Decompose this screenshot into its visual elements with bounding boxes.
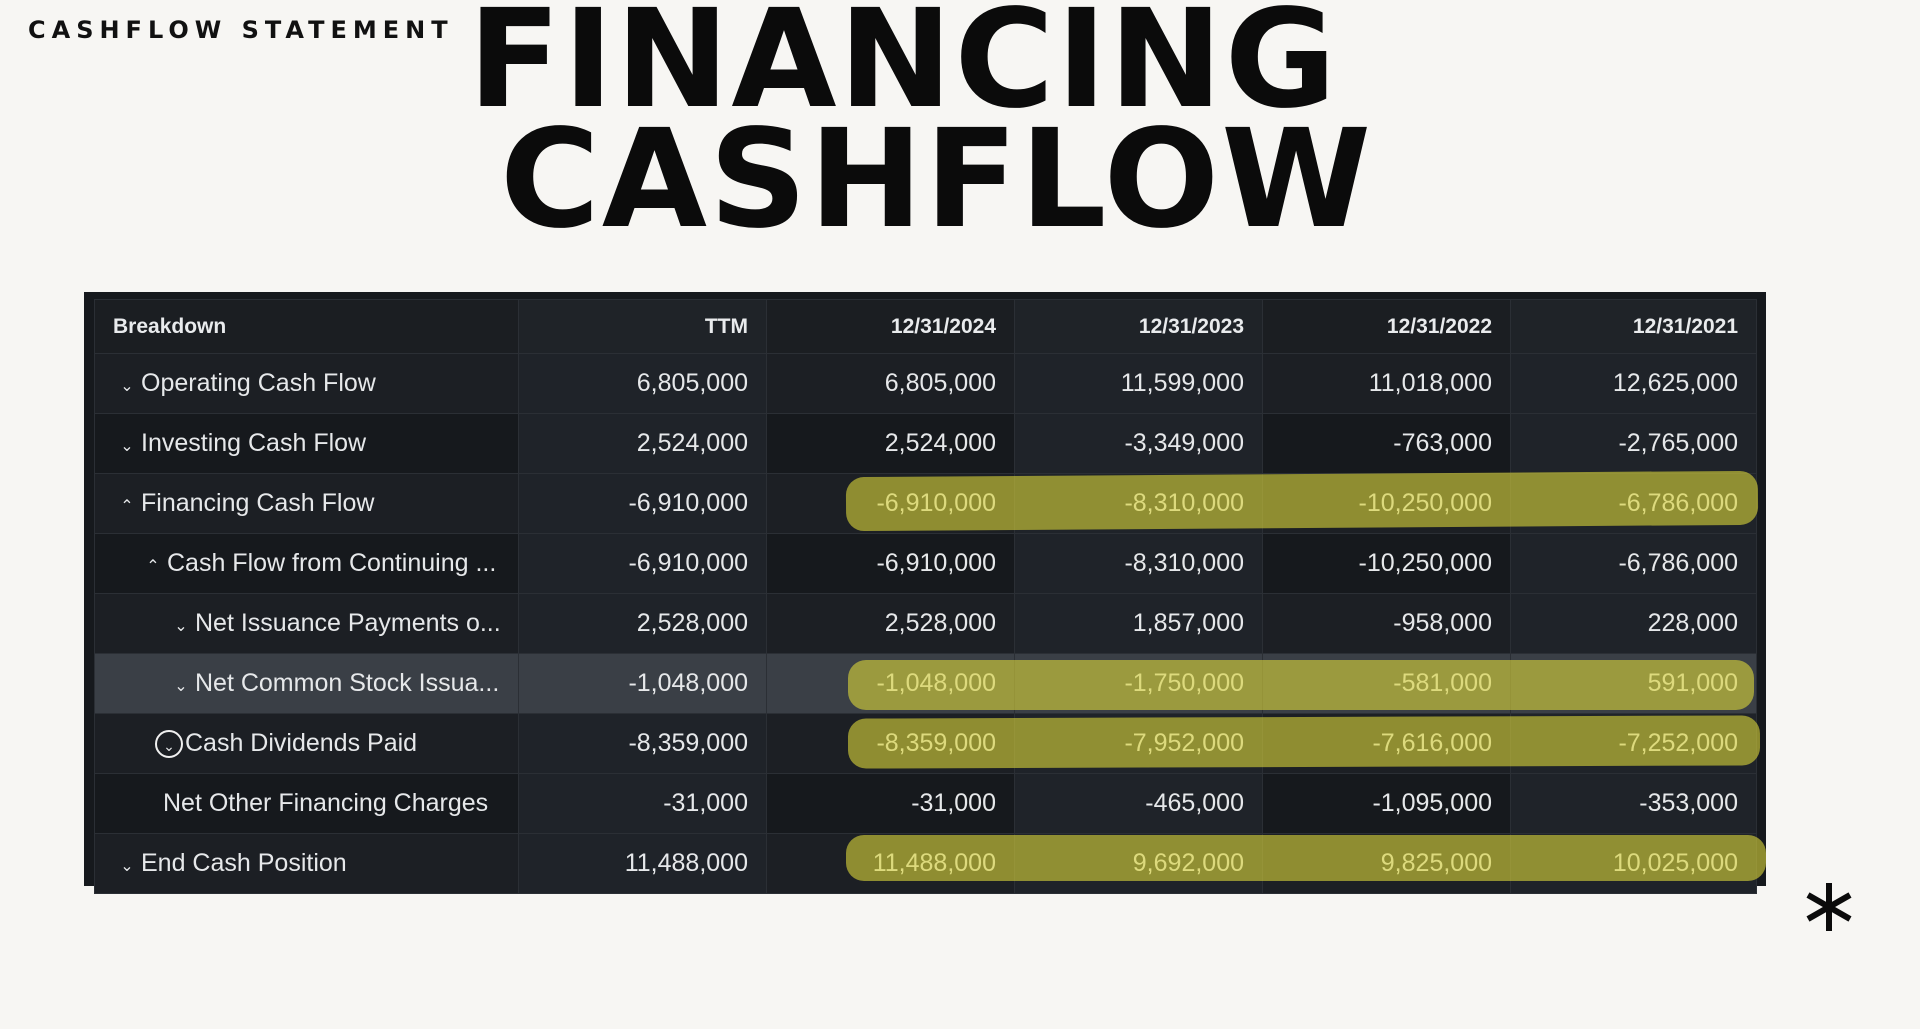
header-2022[interactable]: 12/31/2022 [1262,299,1511,354]
cell-value: -31,000 [766,773,1015,834]
cell-value: 228,000 [1510,593,1757,654]
cell-value: -8,310,000 [1014,473,1263,534]
table-header-row: Breakdown TTM 12/31/2024 12/31/2023 12/3… [94,299,1757,354]
cashflow-table: Breakdown TTM 12/31/2024 12/31/2023 12/3… [94,299,1757,894]
cell-value: 9,825,000 [1262,833,1511,894]
cell-value: 11,018,000 [1262,353,1511,414]
row-label: Net Common Stock Issua... [195,669,500,697]
cell-value: 591,000 [1510,653,1757,714]
header-2021[interactable]: 12/31/2021 [1510,299,1757,354]
cell-value: -10,250,000 [1262,533,1511,594]
cell-value: -1,095,000 [1262,773,1511,834]
cell-value: 9,692,000 [1014,833,1263,894]
row-label: Net Other Financing Charges [163,789,489,817]
cell-value: -6,910,000 [766,473,1015,534]
cell-value: -1,048,000 [518,653,767,714]
cell-value: 2,524,000 [518,413,767,474]
cell-value: 10,025,000 [1510,833,1757,894]
chevron-down-icon[interactable]: ⌄ [120,858,134,875]
row-label: Investing Cash Flow [141,429,367,457]
row-label: Cash Dividends Paid [185,728,418,757]
cell-value: -7,616,000 [1262,713,1511,774]
cell-value: -353,000 [1510,773,1757,834]
chevron-down-icon[interactable]: ⌄ [174,678,188,695]
cell-value: -6,910,000 [518,533,767,594]
cell-value: -581,000 [1262,653,1511,714]
row-label: Operating Cash Flow [141,369,376,397]
header-breakdown[interactable]: Breakdown [94,299,519,354]
cell-value: -8,310,000 [1014,533,1263,594]
chevron-down-circle-icon[interactable]: ⌄ [155,730,183,759]
cell-value: 2,524,000 [766,413,1015,474]
row-label: Net Issuance Payments o... [195,609,501,637]
cashflow-table-screenshot: Breakdown TTM 12/31/2024 12/31/2023 12/3… [84,292,1766,894]
chevron-up-icon[interactable]: ⌃ [120,498,134,515]
cell-value: -6,910,000 [518,473,767,534]
cell-value: -2,765,000 [1510,413,1757,474]
cell-value: -10,250,000 [1262,473,1511,534]
asterisk-icon [1806,883,1852,931]
table-row[interactable]: ⌄ Cash Dividends Paid -8,359,000 -8,359,0… [94,713,1757,774]
cell-value: 6,805,000 [518,353,767,414]
cell-value: -31,000 [518,773,767,834]
cell-value: -958,000 [1262,593,1511,654]
cell-value: 11,488,000 [766,833,1015,894]
cell-value: -3,349,000 [1014,413,1263,474]
row-label: Financing Cash Flow [141,489,375,517]
headline-line-1: FINANCING [468,0,1339,139]
section-eyebrow: CASHFLOW STATEMENT [28,16,454,44]
table-row[interactable]: ⌄ Operating Cash Flow 6,805,000 6,805,000… [94,353,1757,414]
cell-value: -1,048,000 [766,653,1015,714]
table-row[interactable]: Net Other Financing Charges -31,000 -31,… [94,773,1757,834]
chevron-down-icon[interactable]: ⌄ [120,438,134,455]
cell-value: 2,528,000 [518,593,767,654]
cell-value: 6,805,000 [766,353,1015,414]
cell-value: -8,359,000 [518,713,767,774]
cell-value: -6,910,000 [766,533,1015,594]
table-row-selected[interactable]: ⌄ Net Common Stock Issua... -1,048,000 -1… [94,653,1757,714]
cell-value: -1,750,000 [1014,653,1263,714]
header-2023[interactable]: 12/31/2023 [1014,299,1263,354]
row-label: End Cash Position [141,849,347,877]
cell-value: 11,599,000 [1014,353,1263,414]
chevron-up-icon[interactable]: ⌃ [146,558,160,575]
cell-value: -465,000 [1014,773,1263,834]
table-row[interactable]: ⌄ Investing Cash Flow 2,524,000 2,524,000… [94,413,1757,474]
table-row[interactable]: ⌄ End Cash Position 11,488,000 11,488,000… [94,833,1757,894]
cell-value: -8,359,000 [766,713,1015,774]
cell-value: -763,000 [1262,413,1511,474]
cell-value: 12,625,000 [1510,353,1757,414]
header-2024[interactable]: 12/31/2024 [766,299,1015,354]
table-row[interactable]: ⌄ Net Issuance Payments o... 2,528,000 2,… [94,593,1757,654]
cell-value: 2,528,000 [766,593,1015,654]
cell-value: -6,786,000 [1510,473,1757,534]
header-ttm[interactable]: TTM [518,299,767,354]
row-label: Cash Flow from Continuing ... [167,549,497,577]
headline-line-2: CASHFLOW [500,101,1374,259]
cell-value: 11,488,000 [518,833,767,894]
cell-value: 1,857,000 [1014,593,1263,654]
table-row[interactable]: ⌃ Financing Cash Flow -6,910,000 -6,910,0… [94,473,1757,534]
chevron-down-icon[interactable]: ⌄ [174,618,188,635]
chevron-down-icon[interactable]: ⌄ [120,378,134,395]
cell-value: -7,952,000 [1014,713,1263,774]
cell-value: -7,252,000 [1510,713,1757,774]
cell-value: -6,786,000 [1510,533,1757,594]
table-row[interactable]: ⌃ Cash Flow from Continuing ... -6,910,00… [94,533,1757,594]
page-headline: FINANCING CASHFLOW [468,0,1374,259]
